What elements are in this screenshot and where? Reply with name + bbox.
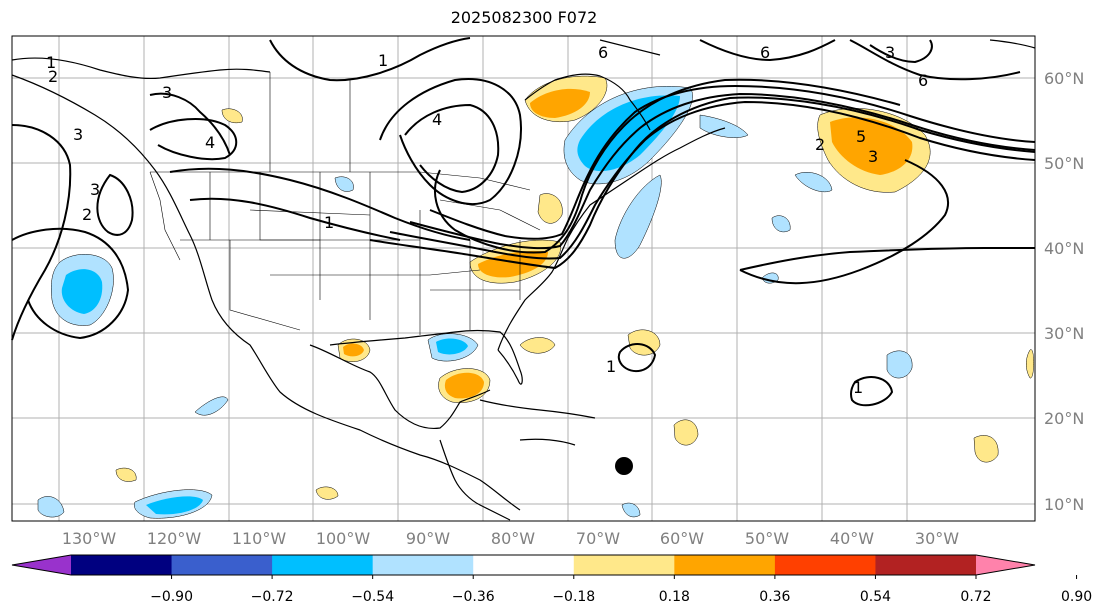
contour-label: 2 xyxy=(815,135,825,154)
colorbar-tick-label: −0.36 xyxy=(452,589,495,605)
lat-label: 50°N xyxy=(1044,154,1084,173)
colorbar-segment xyxy=(774,555,876,575)
anomaly-caribbean-negative xyxy=(621,502,641,518)
colorbar-tick-labels: −0.90 −0.72 −0.54 −0.36 −0.18 0.18 0.36 … xyxy=(150,589,1092,605)
colorbar-segment xyxy=(573,555,675,575)
contour-label: 1 xyxy=(324,213,334,232)
contour-lines xyxy=(11,37,1036,407)
anomaly-pacific-small-positive-2 xyxy=(315,486,339,500)
map-title: 2025082300 F072 xyxy=(450,8,598,27)
colorbar-outline xyxy=(11,554,1036,576)
lon-label: 130°W xyxy=(62,529,117,548)
contour-label: 3 xyxy=(73,125,83,144)
contour-label: 1 xyxy=(853,378,863,397)
contour-label: 6 xyxy=(598,43,608,62)
anomaly-pacific-south-negative xyxy=(194,396,229,416)
lat-label: 30°N xyxy=(1044,324,1084,343)
anomaly-rockies-positive xyxy=(221,108,243,124)
anomaly-centralatl-negative xyxy=(886,350,913,379)
colorbar-tick-label: −0.72 xyxy=(251,589,294,605)
anomaly-florida-positive xyxy=(519,337,556,354)
colorbar-segment xyxy=(372,555,474,575)
contour-label: 3 xyxy=(90,180,100,199)
contour-label: 6 xyxy=(760,43,770,62)
colorbar-segment xyxy=(71,555,173,575)
contour-labels: 1 2 3 4 1 3 4 2 3 1 2 6 6 3 6 5 3 1 1 xyxy=(46,43,928,397)
lon-label: 50°W xyxy=(745,529,789,548)
contour-label: 3 xyxy=(868,147,878,166)
anomaly-pacific-bottom-core xyxy=(146,496,203,515)
colorbar-segment xyxy=(473,555,575,575)
anomaly-plains-negative xyxy=(334,176,354,192)
colorbar-tick-label: −0.18 xyxy=(552,589,595,605)
contour-label: 4 xyxy=(432,110,442,129)
anomaly-gulf-core xyxy=(444,372,484,399)
colorbar-tick-label: 0.36 xyxy=(759,589,790,605)
contour-label: 2 xyxy=(48,67,58,86)
colorbar-tick-label: 0.90 xyxy=(1061,589,1092,605)
anomaly-pacific-core xyxy=(61,269,103,314)
lon-label: 60°W xyxy=(660,529,704,548)
colorbar-segment xyxy=(171,555,273,575)
anomaly-texas-core xyxy=(343,343,364,357)
contour-label: 4 xyxy=(205,133,215,152)
anomaly-mid-negative-2 xyxy=(771,215,791,233)
lon-label: 80°W xyxy=(491,529,535,548)
lat-label: 40°N xyxy=(1044,239,1084,258)
anomaly-pacific-sw-negative xyxy=(37,496,65,518)
anomaly-atlantic-strip xyxy=(614,174,662,259)
lon-label: 100°W xyxy=(316,529,371,548)
colorbar-segment xyxy=(875,555,977,575)
colorbar-segment xyxy=(272,555,374,575)
contour-label: 1 xyxy=(46,53,56,72)
contour-label: 5 xyxy=(856,127,866,146)
lon-label: 120°W xyxy=(147,529,202,548)
anomaly-labrador-core xyxy=(530,88,590,118)
lat-label: 60°N xyxy=(1044,69,1084,88)
contour-label: 1 xyxy=(606,357,616,376)
lat-label: 20°N xyxy=(1044,409,1084,428)
storm-marker xyxy=(615,457,633,475)
colorbar-segment xyxy=(12,555,71,575)
contour-label: 1 xyxy=(378,51,388,70)
lon-label: 110°W xyxy=(232,529,287,548)
lon-label: 40°W xyxy=(830,529,874,548)
anomaly-mid-negative-1 xyxy=(794,172,833,193)
colorbar-tick-label: 0.72 xyxy=(960,589,991,605)
coastlines xyxy=(11,39,1036,521)
anomaly-edge-positive xyxy=(1026,349,1034,379)
contour-label: 3 xyxy=(885,43,895,62)
colorbar-tick-label: 0.54 xyxy=(860,589,891,605)
colorbar-tick-label: −0.90 xyxy=(150,589,193,605)
anomaly-eastatl-positive xyxy=(973,435,999,463)
lon-label: 90°W xyxy=(406,529,450,548)
colorbar-segment xyxy=(674,555,776,575)
colorbar-tick-label: −0.54 xyxy=(351,589,394,605)
colorbar xyxy=(11,554,1078,579)
anomaly-pacific-small-positive xyxy=(115,467,137,482)
colorbar-segment xyxy=(976,555,1035,575)
contour-label: 2 xyxy=(82,205,92,224)
anomaly-louisiana-core xyxy=(436,338,468,355)
anomaly-antilles-positive xyxy=(673,419,699,446)
colorbar-tick-label: 0.18 xyxy=(659,589,690,605)
latitude-labels: 60°N 50°N 40°N 30°N 20°N 10°N xyxy=(1044,69,1084,514)
lon-label: 30°W xyxy=(915,529,959,548)
anomaly-midatlantic-core xyxy=(830,117,913,175)
longitude-labels: 130°W 120°W 110°W 100°W 90°W 80°W 70°W 6… xyxy=(62,529,959,548)
map-frame xyxy=(11,35,1036,522)
contour-label: 6 xyxy=(918,71,928,90)
lat-label: 10°N xyxy=(1044,495,1084,514)
anomaly-greatlakes-positive xyxy=(537,193,563,224)
lon-label: 70°W xyxy=(576,529,620,548)
contour-label: 3 xyxy=(162,83,172,102)
